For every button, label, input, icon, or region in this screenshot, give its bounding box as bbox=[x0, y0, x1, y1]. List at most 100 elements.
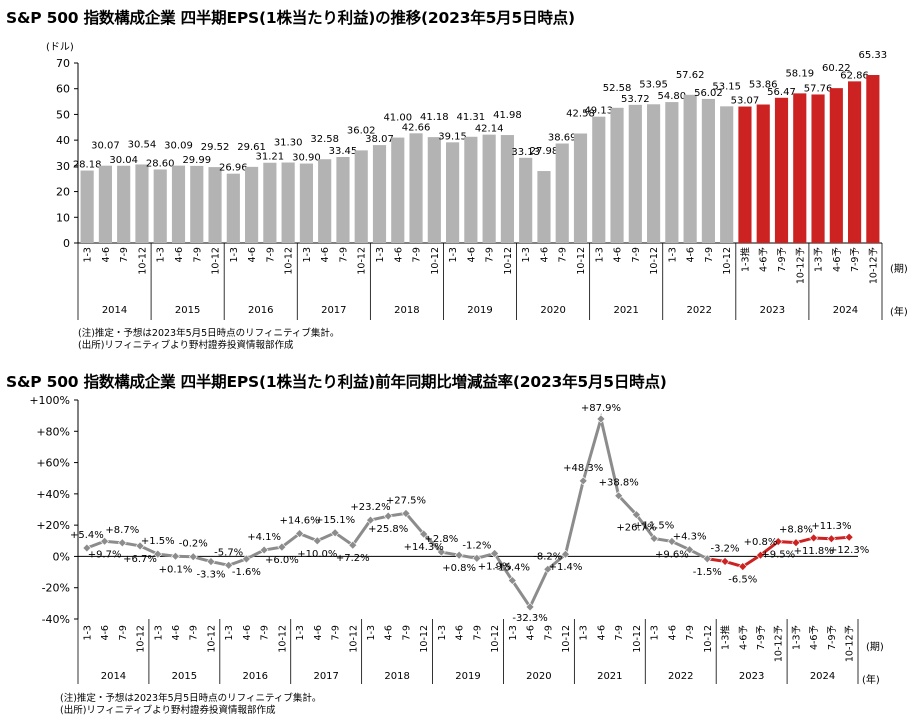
point-value-label: -3.2% bbox=[711, 543, 740, 554]
chart2-title: S&P 500 指数構成企業 四半期EPS(1株当たり利益)前年同期比増減益率(… bbox=[6, 373, 667, 391]
data-point-marker bbox=[631, 510, 641, 520]
x-category-label: 7-9 bbox=[685, 625, 696, 641]
bar-value-label: 28.60 bbox=[146, 158, 175, 169]
bar-value-label: 38.07 bbox=[365, 134, 394, 145]
x-year-label: 2018 bbox=[394, 305, 419, 316]
x-category-label: 4-6 bbox=[242, 625, 253, 641]
y-tick-label: 70 bbox=[56, 57, 70, 70]
x-category-label: 1-3 bbox=[366, 625, 377, 641]
x-category-label: 10-12 bbox=[211, 247, 222, 275]
bar-value-label: 53.07 bbox=[731, 96, 760, 107]
x-category-label: 7-9 bbox=[265, 247, 276, 263]
point-value-label: +10.0% bbox=[297, 549, 337, 560]
data-point-marker bbox=[738, 562, 748, 572]
point-value-label: +6.0% bbox=[265, 555, 299, 566]
data-point-marker bbox=[171, 551, 180, 561]
eps-bar bbox=[372, 145, 387, 243]
point-value-label: -0.2% bbox=[179, 539, 208, 550]
x-category-label: 7-9予 bbox=[850, 247, 861, 273]
eps-bar bbox=[500, 135, 514, 243]
x-year-label: 2016 bbox=[248, 305, 273, 316]
bar-value-label: 41.00 bbox=[383, 113, 412, 124]
x-category-label: 10-12 bbox=[284, 247, 295, 275]
data-point-marker bbox=[419, 529, 429, 539]
x-category-label: 4-6 bbox=[313, 625, 324, 641]
point-value-label: +11.5% bbox=[634, 520, 674, 531]
x-year-label: 2016 bbox=[243, 671, 268, 682]
bar-value-label: 30.54 bbox=[128, 139, 157, 150]
point-value-label: +6.7% bbox=[123, 554, 157, 565]
eps-bar bbox=[245, 166, 259, 243]
x-category-label: 7-9 bbox=[485, 247, 496, 263]
point-value-label: +7.2% bbox=[336, 553, 370, 564]
x-category-label: 4-6 bbox=[384, 625, 395, 641]
bar-value-label: 42.14 bbox=[475, 124, 504, 135]
x-category-label: 4-6 bbox=[539, 247, 550, 263]
data-point-marker bbox=[649, 534, 659, 543]
data-point-marker bbox=[383, 511, 393, 521]
x-year-label: 2015 bbox=[172, 671, 197, 682]
bar-value-label: 60.22 bbox=[822, 63, 851, 74]
chart1-note-2: (出所)リフィニティブより野村證券投資情報部作成 bbox=[78, 340, 294, 351]
eps-bar bbox=[793, 93, 807, 244]
eps-bar bbox=[592, 116, 606, 243]
bar-value-label: 41.18 bbox=[420, 112, 449, 123]
x-category-label: 4-6 bbox=[686, 247, 697, 263]
eps-bar bbox=[281, 162, 295, 243]
y-tick-label: 20 bbox=[56, 186, 70, 199]
x-year-label: 2024 bbox=[833, 305, 858, 316]
x-category-label: 7-9 bbox=[189, 625, 200, 641]
x-category-label: 1-3 bbox=[82, 625, 93, 641]
x-year-label: 2019 bbox=[467, 305, 492, 316]
eps-bar bbox=[774, 97, 789, 243]
point-value-label: +25.8% bbox=[368, 524, 408, 535]
x-category-label: 10-12 bbox=[722, 247, 733, 275]
x-category-label: 7-9 bbox=[331, 625, 342, 641]
bar-value-label: 30.09 bbox=[164, 141, 193, 152]
bar-value-label: 53.15 bbox=[712, 81, 741, 92]
y-axis-unit: (ドル) bbox=[46, 42, 74, 53]
eps-bar bbox=[829, 88, 843, 243]
bar-value-label: 33.13 bbox=[511, 147, 540, 158]
x-category-label: 7-9 bbox=[412, 247, 423, 263]
data-point-marker bbox=[259, 545, 269, 555]
x-category-label: 10-12 bbox=[561, 625, 572, 653]
x-year-label: 2014 bbox=[101, 671, 126, 682]
x-category-label: 10-12予 bbox=[868, 247, 879, 285]
x-category-label: 4-6 bbox=[100, 625, 111, 641]
bar-value-label: 41.98 bbox=[493, 110, 522, 121]
data-point-marker bbox=[826, 534, 836, 544]
x-category-label: 10-12予 bbox=[795, 247, 806, 285]
point-value-label: +0.1% bbox=[159, 564, 193, 575]
eps-bar bbox=[208, 167, 222, 243]
x-category-label: 4-6 bbox=[171, 625, 182, 641]
bar-value-label: 30.04 bbox=[109, 155, 138, 166]
point-value-label: +11.3% bbox=[811, 521, 851, 532]
x-year-label: 2018 bbox=[384, 671, 409, 682]
bar-value-label: 31.30 bbox=[274, 138, 303, 149]
eps-bar bbox=[226, 173, 240, 243]
x-category-label: 1-3 bbox=[579, 625, 590, 641]
y-tick-label: -40% bbox=[42, 613, 70, 626]
data-point-marker bbox=[82, 543, 92, 553]
x-year-label: 2015 bbox=[175, 305, 200, 316]
data-point-marker bbox=[543, 564, 553, 574]
point-value-label: +11.8% bbox=[794, 546, 834, 557]
eps-bar bbox=[738, 106, 752, 243]
eps-bar bbox=[391, 137, 405, 243]
point-value-label: -5.7% bbox=[214, 547, 243, 558]
y-tick-label: +80% bbox=[36, 425, 70, 438]
x-category-label: 1-3 bbox=[229, 247, 240, 263]
x-category-label: 7-9 bbox=[192, 247, 203, 263]
point-value-label: -32.3% bbox=[512, 613, 547, 624]
point-value-label: +9.6% bbox=[655, 549, 689, 560]
eps-bar bbox=[263, 162, 277, 243]
eps-bar bbox=[153, 169, 167, 243]
x-category-label: 10-12予 bbox=[774, 625, 785, 663]
x-category-label: 4-6 bbox=[667, 625, 678, 641]
x-category-label: 7-9予 bbox=[777, 247, 788, 273]
point-value-label: +48.3% bbox=[563, 463, 603, 474]
x-category-label: 7-9 bbox=[558, 247, 569, 263]
data-point-marker bbox=[436, 547, 446, 557]
